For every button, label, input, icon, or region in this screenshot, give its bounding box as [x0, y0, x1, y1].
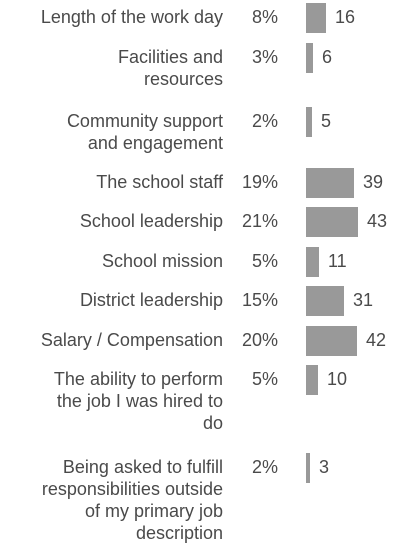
- value-label: 3: [319, 457, 330, 477]
- value-label: 42: [366, 330, 387, 350]
- bar: [306, 3, 326, 33]
- category-label-line: of my primary job: [84, 501, 223, 521]
- category-label: The school staff: [96, 171, 223, 193]
- percent-label: 8%: [251, 7, 278, 27]
- value-label: 11: [328, 251, 347, 271]
- percent-label: 19%: [241, 172, 278, 192]
- category-label-line: Facilities and: [117, 47, 223, 67]
- bar: [306, 43, 313, 73]
- category-label: School mission: [102, 250, 223, 272]
- category-label-line: description: [135, 523, 223, 543]
- category-label: School leadership: [80, 210, 223, 232]
- bar: [306, 365, 318, 395]
- category-label-line: Community support: [66, 111, 223, 131]
- bar: [306, 453, 310, 483]
- percent-label: 20%: [241, 330, 278, 350]
- category-label-line: School leadership: [79, 211, 223, 231]
- category-label-line: responsibilities outside: [41, 479, 223, 499]
- value-label: 43: [367, 211, 388, 231]
- percent-label: 2%: [251, 111, 278, 131]
- category-label-line: District leadership: [79, 290, 223, 310]
- percent-label: 5%: [251, 251, 278, 271]
- value-label: 6: [322, 47, 333, 67]
- percent-label: 15%: [241, 290, 278, 310]
- category-label-line: School mission: [101, 251, 223, 271]
- bar: [306, 326, 357, 356]
- category-label-line: resources: [143, 69, 223, 89]
- category-label: Length of the work day: [41, 6, 223, 28]
- percent-label: 5%: [251, 369, 278, 389]
- category-label: The ability to perform the job I was hire…: [54, 368, 223, 434]
- category-label-line: do: [202, 413, 223, 433]
- bar: [306, 286, 344, 316]
- category-label-line: Salary / Compensation: [40, 330, 223, 350]
- percent-label: 3%: [251, 47, 278, 67]
- percent-label: 21%: [241, 211, 278, 231]
- value-label: 10: [327, 369, 348, 389]
- category-label-line: The ability to perform: [53, 369, 223, 389]
- category-label: Salary / Compensation: [41, 329, 223, 351]
- category-label: Facilities and resources: [118, 46, 223, 90]
- bar: [306, 168, 354, 198]
- percent-label: 2%: [251, 457, 278, 477]
- value-label: 31: [353, 290, 374, 310]
- category-label-line: the job I was hired to: [56, 391, 223, 411]
- bar: [306, 107, 312, 137]
- category-label: Being asked to fulfill responsibilities o…: [42, 456, 223, 544]
- bar: [306, 207, 358, 237]
- category-label-line: Length of the work day: [40, 7, 223, 27]
- category-label-line: and engagement: [87, 133, 223, 153]
- category-label-line: The school staff: [96, 172, 223, 192]
- category-label: District leadership: [80, 289, 223, 311]
- category-label: Community support and engagement: [67, 110, 223, 154]
- value-label: 5: [321, 111, 332, 131]
- category-label-line: Being asked to fulfill: [62, 457, 223, 477]
- value-label: 16: [335, 7, 356, 27]
- value-label: 39: [363, 172, 384, 192]
- bar: [306, 247, 319, 277]
